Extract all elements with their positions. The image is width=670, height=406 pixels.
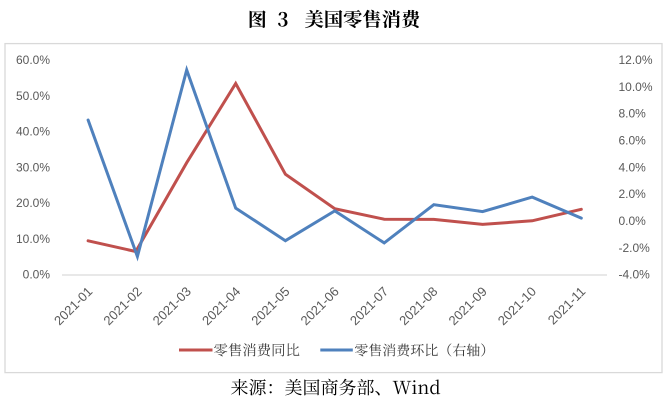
svg-text:0.0%: 0.0% (619, 214, 647, 228)
svg-text:0.0%: 0.0% (23, 268, 51, 282)
svg-text:-2.0%: -2.0% (619, 241, 651, 255)
svg-text:6.0%: 6.0% (619, 134, 647, 148)
svg-text:10.0%: 10.0% (619, 80, 653, 94)
svg-text:50.0%: 50.0% (16, 89, 50, 103)
svg-text:2.0%: 2.0% (619, 187, 647, 201)
svg-text:40.0%: 40.0% (16, 125, 50, 139)
svg-text:10.0%: 10.0% (16, 232, 50, 246)
svg-text:4.0%: 4.0% (619, 160, 647, 174)
svg-text:-4.0%: -4.0% (619, 268, 651, 282)
svg-text:30.0%: 30.0% (16, 160, 50, 174)
svg-text:60.0%: 60.0% (16, 53, 50, 67)
svg-text:8.0%: 8.0% (619, 107, 647, 121)
svg-text:20.0%: 20.0% (16, 196, 50, 210)
svg-text:12.0%: 12.0% (619, 53, 653, 67)
